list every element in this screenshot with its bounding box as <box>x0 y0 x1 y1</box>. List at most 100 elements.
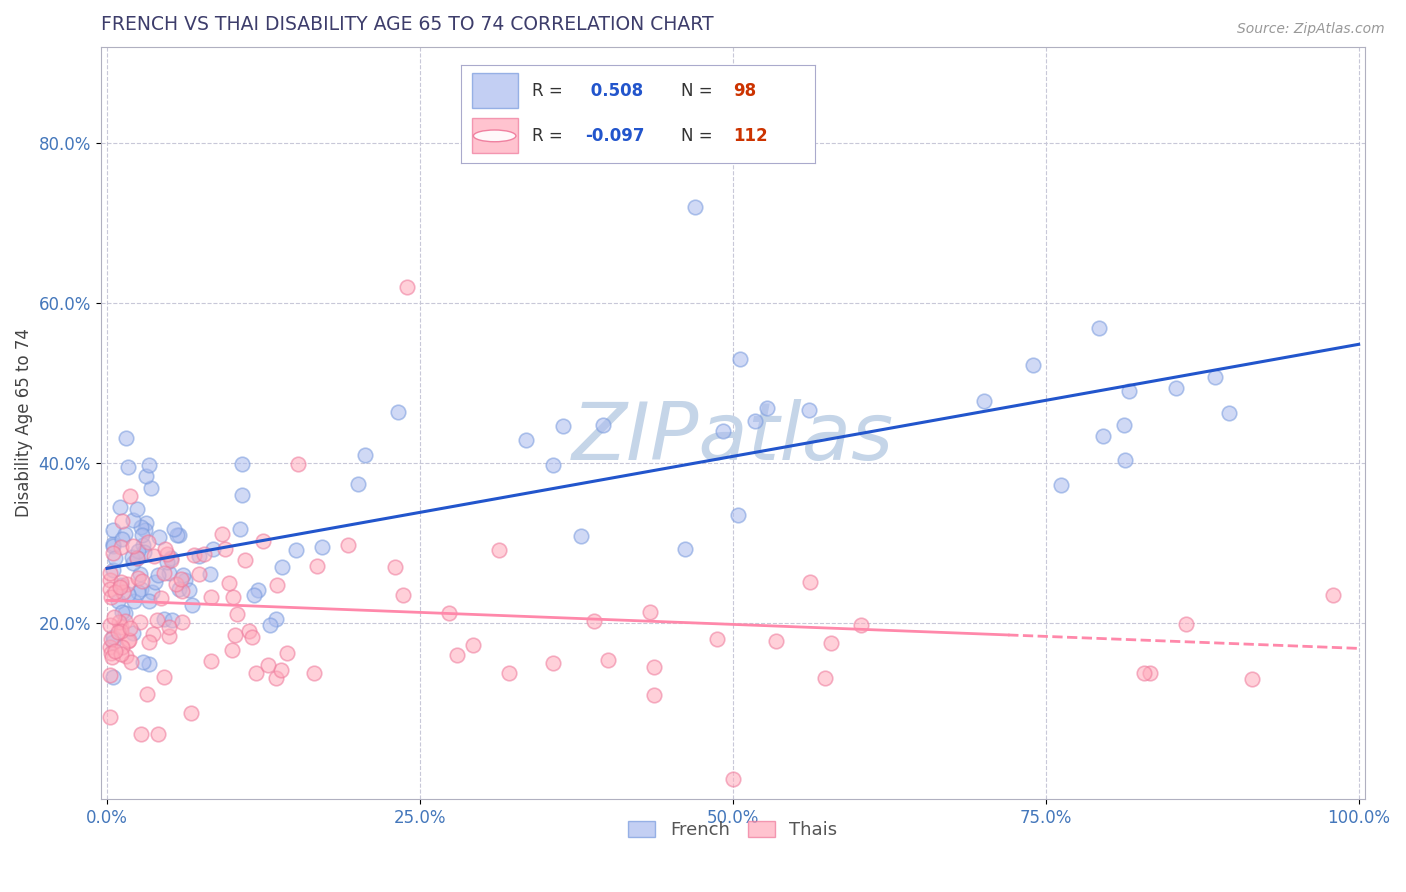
Point <box>114 606 136 620</box>
Point <box>170 583 193 598</box>
Point <box>583 614 606 628</box>
Point <box>100 618 122 632</box>
Point <box>103 539 125 553</box>
Point <box>1175 617 1198 632</box>
Point <box>179 582 201 597</box>
Point <box>167 528 190 542</box>
Point <box>259 618 281 632</box>
Point <box>129 582 152 596</box>
Point <box>103 563 125 577</box>
Point <box>139 481 162 495</box>
Point <box>131 528 153 542</box>
Point <box>181 598 204 612</box>
Point <box>110 647 132 661</box>
Point <box>98 566 121 581</box>
Point <box>142 627 165 641</box>
Point <box>163 522 186 536</box>
Point <box>202 541 225 556</box>
Point <box>797 403 820 417</box>
Point <box>515 433 537 447</box>
Point <box>183 548 205 562</box>
Point <box>730 351 752 366</box>
Point <box>131 574 153 588</box>
Point <box>596 653 619 667</box>
Point <box>1241 672 1264 686</box>
Point <box>170 572 193 586</box>
Point <box>193 547 215 561</box>
Point <box>387 405 409 419</box>
Point <box>551 418 574 433</box>
Point <box>141 585 163 599</box>
Legend: French, Thais: French, Thais <box>621 814 845 847</box>
Point <box>1133 666 1156 681</box>
Point <box>541 458 564 473</box>
Point <box>148 530 170 544</box>
Point <box>264 671 287 685</box>
Point <box>98 640 121 654</box>
Point <box>103 523 125 537</box>
Point <box>118 633 141 648</box>
Point <box>461 638 484 652</box>
Point <box>153 566 176 580</box>
Point <box>229 522 252 536</box>
Point <box>1092 428 1115 442</box>
Point <box>245 666 267 681</box>
Point <box>131 538 153 552</box>
Point <box>1139 665 1161 680</box>
Point <box>115 648 138 663</box>
Point <box>685 200 707 214</box>
Point <box>727 508 749 523</box>
Point <box>1218 406 1240 420</box>
Point <box>221 643 243 657</box>
Point <box>592 417 614 432</box>
Point <box>266 578 288 592</box>
Point <box>111 640 134 654</box>
Point <box>117 586 139 600</box>
Point <box>157 629 180 643</box>
Point <box>122 539 145 553</box>
Point <box>135 468 157 483</box>
Point <box>218 576 240 591</box>
Point <box>153 670 176 684</box>
Point <box>149 591 172 605</box>
Point <box>104 585 127 599</box>
Point <box>155 547 177 561</box>
Point <box>127 551 149 566</box>
Point <box>1164 381 1187 395</box>
Point <box>122 513 145 527</box>
Point <box>110 540 132 554</box>
Point <box>174 573 197 587</box>
Point <box>101 546 124 560</box>
Point <box>231 458 253 472</box>
Point <box>110 575 132 590</box>
Point <box>302 665 325 680</box>
Point <box>146 613 169 627</box>
Point <box>111 532 134 546</box>
Point <box>101 649 124 664</box>
Point <box>120 656 142 670</box>
Point <box>103 609 125 624</box>
Point <box>156 555 179 569</box>
Point <box>121 549 143 564</box>
Point <box>129 727 152 741</box>
Point <box>160 550 183 565</box>
Point <box>311 540 333 554</box>
Point <box>187 566 209 581</box>
Point <box>117 633 139 648</box>
Point <box>128 566 150 581</box>
Text: Source: ZipAtlas.com: Source: ZipAtlas.com <box>1237 22 1385 37</box>
Point <box>138 657 160 671</box>
Point <box>498 666 520 681</box>
Point <box>114 527 136 541</box>
Point <box>98 710 121 724</box>
Point <box>755 401 778 415</box>
Point <box>851 618 873 632</box>
Text: FRENCH VS THAI DISABILITY AGE 65 TO 74 CORRELATION CHART: FRENCH VS THAI DISABILITY AGE 65 TO 74 C… <box>101 15 713 34</box>
Point <box>231 488 253 502</box>
Point <box>127 570 149 584</box>
Point <box>240 630 263 644</box>
Point <box>132 544 155 558</box>
Point <box>111 605 134 619</box>
Point <box>166 528 188 542</box>
Point <box>110 620 132 634</box>
